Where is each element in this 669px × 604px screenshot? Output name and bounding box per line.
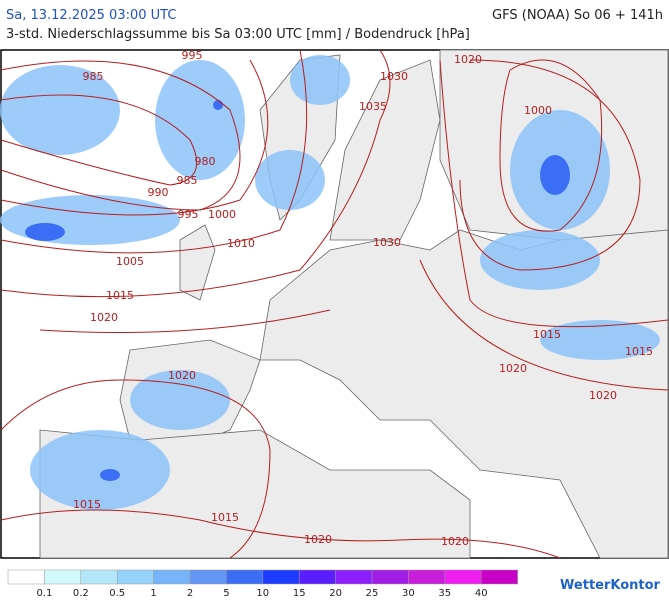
legend: 0.1 0.2 0.5 1 2 5 10 15 20 25 30 35 40 [7,569,518,599]
legend-label: 10 [256,588,269,599]
isobar-label: 980 [195,155,216,168]
legend-swatch [44,569,82,585]
legend-label: 2 [187,588,193,599]
legend-label: 20 [329,588,342,599]
isobar-label: 1015 [73,498,101,511]
legend-swatch [80,569,118,585]
legend-label: 30 [402,588,415,599]
legend-swatch [7,569,45,585]
isobar-label: 1005 [116,255,144,268]
isobar-label: 1015 [211,511,239,524]
isobar-label: 1020 [441,535,469,548]
isobar-label: 1030 [380,70,408,83]
date: Sa, 13.12.2025 03:00 UTC [6,8,176,23]
isobar-label: 1020 [90,311,118,324]
legend-label: 25 [366,588,379,599]
isobar-label: 1020 [589,389,617,402]
legend-swatch [371,569,409,585]
legend-label: 5 [223,588,229,599]
legend-swatch [480,569,518,585]
isobar-label: 1020 [168,369,196,382]
legend-label: 35 [438,588,451,599]
legend-swatch [335,569,373,585]
legend-swatch [444,569,482,585]
isobar-label: 1035 [359,100,387,113]
isobar-label: 985 [177,174,198,187]
legend-swatch [116,569,154,585]
legend-label: 15 [293,588,306,599]
isobar-label: 1010 [227,237,255,250]
isobar-label: 1030 [373,236,401,249]
isobar-label: 1000 [208,208,236,221]
legend-swatch [189,569,227,585]
isobar-label: 1020 [454,53,482,66]
isobar-label: 990 [148,186,169,199]
legend-swatch [262,569,300,585]
isobar-label: 1000 [524,104,552,117]
map [0,49,669,559]
legend-label: 1 [150,588,156,599]
isobar-label: 1015 [625,345,653,358]
legend-swatch [408,569,446,585]
isobar-label: 995 [178,208,199,221]
legend-swatch [226,569,264,585]
legend-label: 0.2 [73,588,89,599]
legend-label: 0.5 [109,588,125,599]
legend-swatch [153,569,191,585]
isobar-label: 985 [83,70,104,83]
legend-swatch [298,569,336,585]
isobar-label: 1015 [106,289,134,302]
legend-label: 40 [475,588,488,599]
logo: WetterKontor [560,578,661,593]
subtitle: 3-std. Niederschlagssumme bis Sa 03:00 U… [6,27,470,42]
isobar-label: 1020 [304,533,332,546]
isobar-labels: 985 995 1020 1030 1035 1000 980 985 990 995 1000 10… [73,49,653,548]
model: GFS (NOAA) So 06 + 141h [492,8,663,23]
isobar-label: 995 [182,49,203,62]
isobar-label: 1015 [533,328,561,341]
legend-label: 0.1 [36,588,52,599]
isobar-label: 1020 [499,362,527,375]
